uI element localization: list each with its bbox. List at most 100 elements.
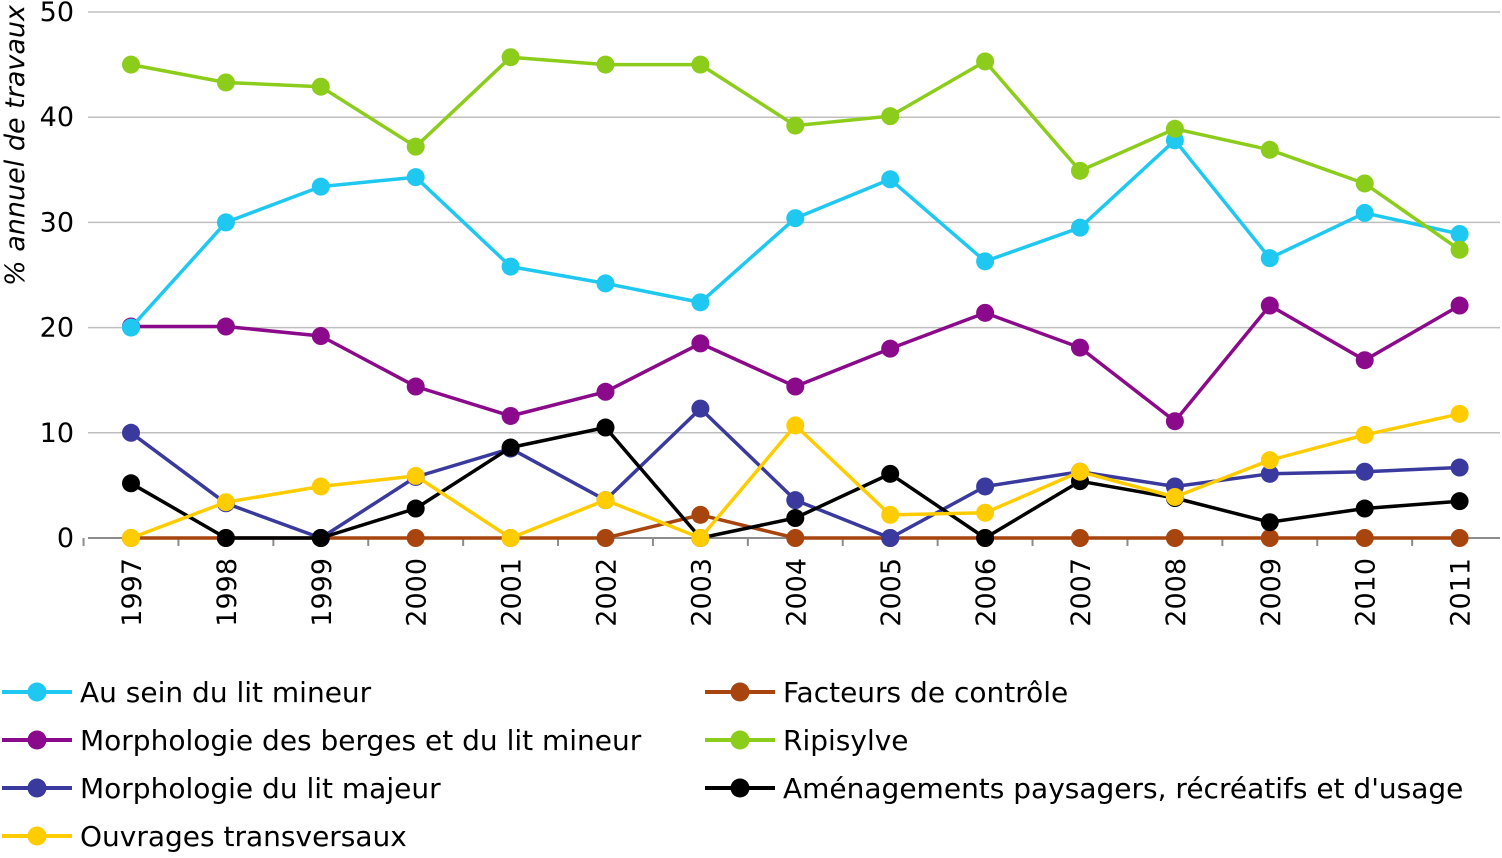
data-point [691,293,710,312]
legend-swatch-marker [27,778,47,798]
data-point [691,399,710,418]
series-line [131,303,1461,423]
y-tick-label: 50 [40,0,74,28]
legend-item: Ouvrages transversaux [2,820,407,853]
data-point [1450,458,1469,477]
data-point [1165,412,1184,431]
data-point [216,529,235,547]
legend-swatch-marker [730,730,750,750]
legend-swatch-marker [27,682,47,702]
legend-label: Ouvrages transversaux [80,820,407,853]
data-point [1071,529,1089,547]
data-point [1260,296,1279,315]
data-point [1071,161,1089,180]
data-point [596,274,615,293]
x-tick-label: 1998 [212,558,243,627]
data-point [501,406,520,425]
x-tick-label: 2004 [781,558,812,627]
x-tick-label: 2008 [1161,558,1192,627]
x-tick-label: 2011 [1446,558,1477,627]
data-point [1355,174,1374,193]
data-point [691,334,710,353]
data-point [122,529,140,547]
data-point [1450,296,1469,315]
legend-item: Morphologie des berges et du lit mineur [2,724,642,757]
data-point [311,177,330,196]
data-point [122,423,140,442]
data-point [311,529,330,547]
data-point [406,529,425,547]
legend-item: Morphologie du lit majeur [2,772,441,805]
legend-swatch-marker [730,682,750,702]
data-point [786,377,805,396]
series-group [122,48,1469,259]
data-point [406,466,425,485]
data-point [311,327,330,346]
data-point [881,339,900,358]
data-point [501,48,520,67]
data-point [501,257,520,276]
data-point [786,529,805,547]
data-point [311,77,330,96]
legend-label: Ripisylve [783,724,909,757]
data-point [1071,338,1089,357]
data-point [1071,462,1089,481]
data-point [1260,140,1279,159]
y-tick-label: 20 [40,313,74,344]
data-point [1071,218,1089,237]
data-point [1355,462,1374,481]
data-point [976,52,995,71]
data-point [1450,224,1469,243]
data-point [216,213,235,232]
data-point [596,55,615,74]
data-point [406,377,425,396]
legend-label: Facteurs de contrôle [783,676,1068,709]
data-point [691,55,710,74]
data-point [596,491,615,510]
data-point [122,55,140,74]
y-tick-label: 40 [40,102,74,133]
legend-swatch-marker [27,826,47,846]
series-group [122,404,1469,547]
data-point [976,529,995,547]
data-point [1260,451,1279,470]
x-tick-label: 1999 [307,558,338,627]
y-tick-label: 10 [40,418,74,449]
x-tick-label: 1997 [117,558,148,627]
data-point [786,116,805,135]
data-point [216,493,235,512]
x-tick-label: 2002 [592,558,623,627]
legend-item: Aménagements paysagers, récréatifs et d'… [705,772,1463,805]
series-group [122,131,1469,337]
data-point [216,317,235,336]
data-point [786,416,805,435]
data-point [501,438,520,457]
data-point [596,529,615,547]
y-tick-label: 0 [57,523,74,554]
data-point [216,73,235,92]
data-point [691,505,710,524]
data-point [976,503,995,522]
legend-label: Morphologie des berges et du lit mineur [80,724,642,757]
data-point [976,477,995,496]
data-point [406,137,425,156]
legend-label: Au sein du lit mineur [80,676,372,709]
x-tick-label: 2010 [1351,558,1382,627]
series-line [129,138,1460,329]
data-point [1355,351,1374,370]
x-tick-label: 2003 [686,558,717,627]
legend-item: Ripisylve [705,724,909,757]
data-point [1355,425,1374,444]
data-point [311,477,330,496]
data-point [1165,487,1184,506]
data-point [786,491,805,510]
data-point [1450,492,1469,511]
data-point [976,303,995,322]
x-tick-label: 2000 [402,558,433,627]
data-point [881,529,900,547]
data-point [881,107,900,126]
data-point [1450,240,1469,259]
data-point [406,168,425,187]
